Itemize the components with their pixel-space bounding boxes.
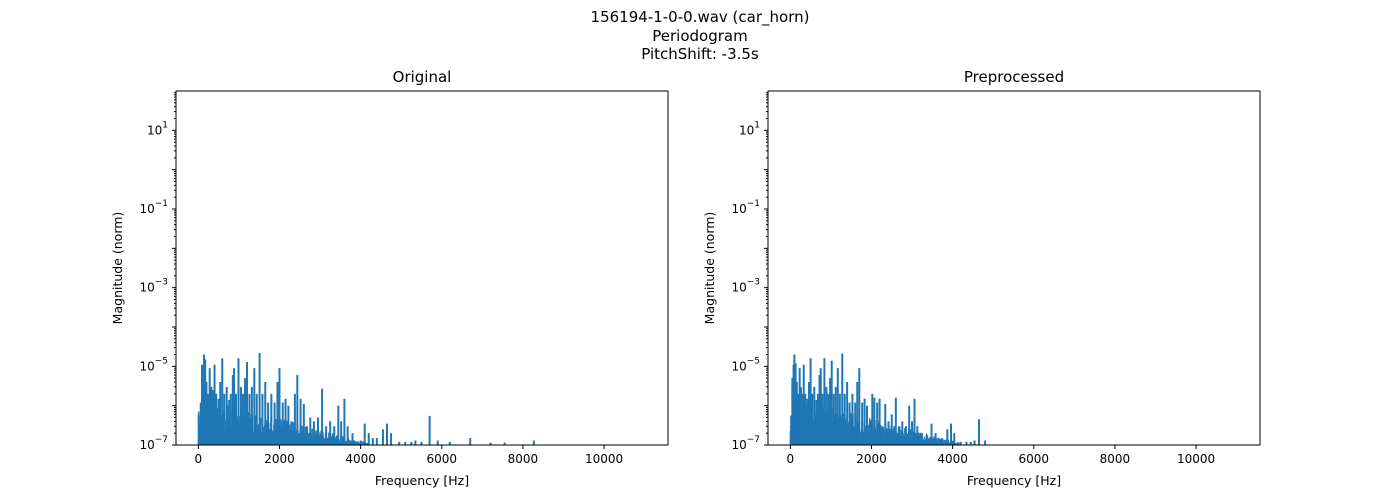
y-tick-base: 10 xyxy=(739,123,754,137)
y-tick-exponent: −5 xyxy=(747,356,760,366)
subplot-title: Preprocessed xyxy=(964,68,1064,86)
y-tick-base: 10 xyxy=(731,202,746,216)
y-tick-label: 10−3 xyxy=(731,278,760,295)
y-tick-label: 101 xyxy=(739,120,760,137)
series-periodogram xyxy=(789,353,987,445)
x-tick-label: 8000 xyxy=(508,452,539,466)
y-axis-label: Magnitude (norm) xyxy=(702,212,717,325)
x-axis-label: Frequency [Hz] xyxy=(967,473,1061,488)
y-tick-label: 10−1 xyxy=(731,199,760,216)
x-tick-label: 0 xyxy=(194,452,202,466)
axes-frame xyxy=(767,90,1261,446)
series-periodogram xyxy=(197,352,535,445)
y-tick-base: 10 xyxy=(139,438,154,452)
y-tick-base: 10 xyxy=(731,281,746,295)
x-tick-label: 0 xyxy=(786,452,794,466)
y-tick-base: 10 xyxy=(139,359,154,373)
x-tick-label: 10000 xyxy=(585,452,623,466)
x-tick-label: 8000 xyxy=(1100,452,1131,466)
y-tick-exponent: 1 xyxy=(754,120,760,130)
y-tick-exponent: −5 xyxy=(155,356,168,366)
y-tick-base: 10 xyxy=(731,438,746,452)
y-tick-base: 10 xyxy=(139,281,154,295)
axes-frame xyxy=(175,90,669,446)
y-tick-exponent: −7 xyxy=(155,435,168,445)
x-tick-label: 6000 xyxy=(1019,452,1050,466)
x-tick-label: 4000 xyxy=(937,452,968,466)
figure-title-line-3: PitchShift: -3.5s xyxy=(641,45,759,63)
x-axis-label: Frequency [Hz] xyxy=(375,473,469,488)
y-tick-exponent: −1 xyxy=(155,199,168,209)
y-tick-exponent: −1 xyxy=(747,199,760,209)
subplot-original: 0 2000 4000 6000 8000 1000010−710−510−310−110… xyxy=(110,68,669,488)
y-tick-label: 10−7 xyxy=(139,435,168,452)
x-tick-label: 2000 xyxy=(856,452,887,466)
y-tick-label: 10−5 xyxy=(731,356,760,373)
y-tick-exponent: −7 xyxy=(747,435,760,445)
subplot-title: Original xyxy=(393,68,452,86)
y-tick-base: 10 xyxy=(731,359,746,373)
y-tick-label: 101 xyxy=(147,120,168,137)
y-tick-label: 10−1 xyxy=(139,199,168,216)
y-tick-label: 10−7 xyxy=(731,435,760,452)
y-tick-label: 10−5 xyxy=(139,356,168,373)
x-tick-label: 4000 xyxy=(345,452,376,466)
figure-title-line-1: 156194-1-0-0.wav (car_horn) xyxy=(591,8,810,27)
y-tick-exponent: −3 xyxy=(747,278,760,288)
x-tick-label: 6000 xyxy=(427,452,458,466)
x-tick-label: 2000 xyxy=(264,452,295,466)
y-tick-label: 10−3 xyxy=(139,278,168,295)
y-axis-label: Magnitude (norm) xyxy=(110,212,125,325)
x-tick-label: 10000 xyxy=(1177,452,1215,466)
figure-title-line-2: Periodogram xyxy=(652,27,747,45)
y-tick-base: 10 xyxy=(147,123,162,137)
y-tick-exponent: 1 xyxy=(162,120,168,130)
subplot-preprocessed: 0 2000 4000 6000 8000 1000010−710−510−310−110… xyxy=(702,68,1261,488)
y-tick-base: 10 xyxy=(139,202,154,216)
y-tick-exponent: −3 xyxy=(155,278,168,288)
